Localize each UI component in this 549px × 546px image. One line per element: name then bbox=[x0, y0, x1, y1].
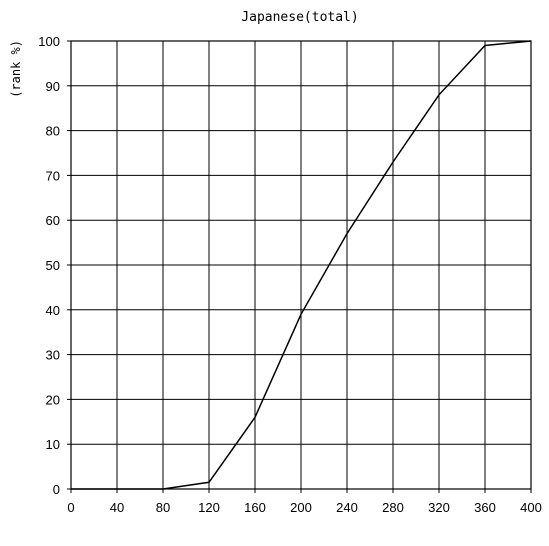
y-tick-label: 50 bbox=[46, 258, 60, 273]
y-tick-label: 60 bbox=[46, 213, 60, 228]
x-tick-label: 40 bbox=[110, 500, 124, 515]
chart-title: Japanese(total) bbox=[241, 10, 358, 25]
y-axis-label: (rank %) bbox=[9, 40, 23, 98]
y-tick-label: 10 bbox=[46, 437, 60, 452]
x-tick-label: 200 bbox=[290, 500, 312, 515]
x-tick-label: 0 bbox=[67, 500, 74, 515]
y-tick-label: 20 bbox=[46, 392, 60, 407]
x-tick-label: 320 bbox=[428, 500, 450, 515]
series-line bbox=[71, 40, 532, 490]
x-tick-label: 240 bbox=[336, 500, 358, 515]
y-tick-label: 70 bbox=[46, 168, 60, 183]
tick-labels: 0 40 80 120 160 200 240 280 320 360 400 0 10 20 30 40 50… bbox=[38, 34, 542, 515]
y-tick-label: 30 bbox=[46, 348, 60, 363]
x-tick-label: 280 bbox=[382, 500, 404, 515]
y-tick-label: 100 bbox=[38, 34, 60, 49]
x-tick-label: 360 bbox=[474, 500, 496, 515]
x-tick-label: 160 bbox=[244, 500, 266, 515]
series-group bbox=[71, 40, 532, 490]
y-tick-label: 90 bbox=[46, 79, 60, 94]
grid-lines bbox=[67, 40, 532, 493]
y-tick-label: 80 bbox=[46, 124, 60, 139]
y-tick-label: 0 bbox=[53, 482, 60, 497]
x-tick-label: 400 bbox=[520, 500, 542, 515]
plot-frame bbox=[70, 40, 532, 490]
x-tick-label: 80 bbox=[156, 500, 170, 515]
x-tick-label: 120 bbox=[198, 500, 220, 515]
y-tick-label: 40 bbox=[46, 303, 60, 318]
